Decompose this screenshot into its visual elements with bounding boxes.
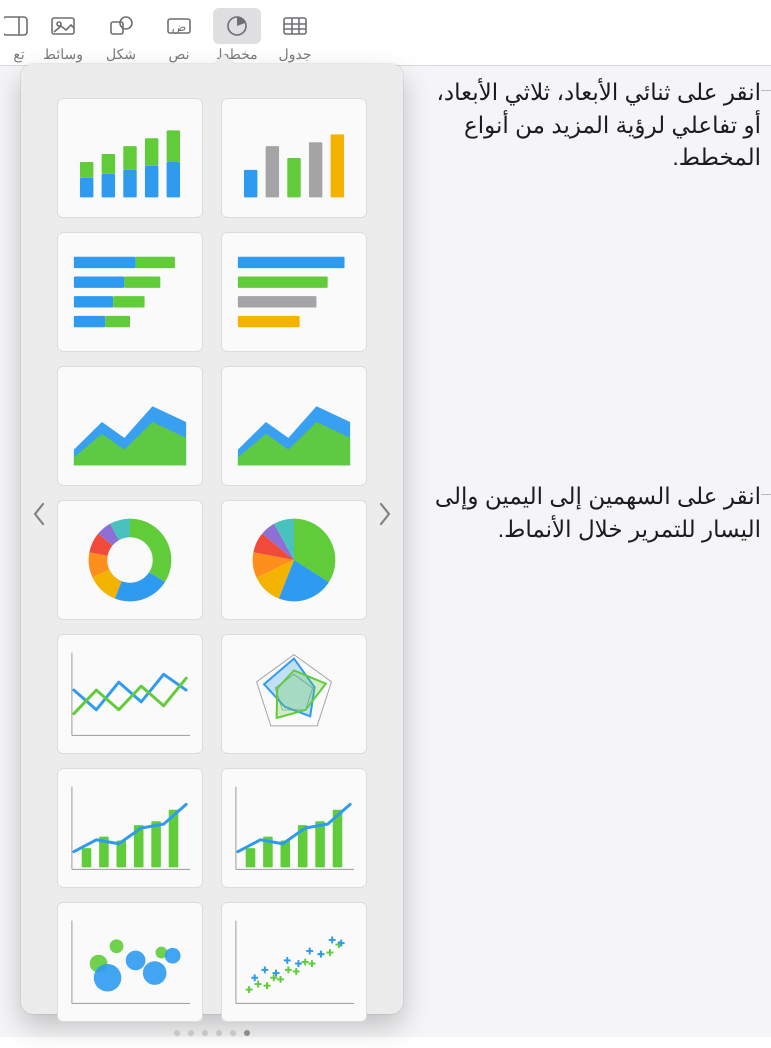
chart-combo-alt[interactable] <box>57 768 203 888</box>
chart-bar-horizontal[interactable] <box>221 232 367 352</box>
toolbar-label: جدول <box>279 46 312 63</box>
callout-tabs: انقر على ثنائي الأبعاد، ثلاثي الأبعاد، أ… <box>431 76 761 174</box>
chart-bubble[interactable] <box>57 902 203 1022</box>
chart-scatter[interactable] <box>221 902 367 1022</box>
chart-donut[interactable] <box>57 500 203 620</box>
pager-dot[interactable] <box>244 1030 250 1036</box>
toolbar-label: وسائط <box>43 46 83 63</box>
toolbar: تعوسائطشكلضنصمخططجدول <box>0 0 771 66</box>
pie-icon <box>213 8 261 44</box>
callout-line <box>761 90 771 91</box>
image-icon <box>39 8 87 44</box>
chart-popover: ثنائي الأبعادثلاثي الأبعادتفاعلي <box>21 64 403 1014</box>
chart-line[interactable] <box>57 634 203 754</box>
callout-text: انقر على السهمين إلى اليمين وإلى اليسار … <box>435 483 761 542</box>
chart-radar[interactable] <box>221 634 367 754</box>
callout-line <box>761 494 771 495</box>
toolbar-label: نص <box>168 46 189 63</box>
chart-bar-stacked-vertical[interactable] <box>57 98 203 218</box>
gallery-prev-arrow[interactable] <box>25 492 53 536</box>
table-icon <box>271 8 319 44</box>
chart-gallery <box>21 92 403 1022</box>
table-button[interactable]: جدول <box>266 8 324 63</box>
chart-grid <box>57 98 367 1022</box>
text-button[interactable]: ض نص <box>150 8 208 63</box>
chart-bar-vertical[interactable] <box>221 98 367 218</box>
pager <box>21 1022 403 1048</box>
textbox-icon: ض <box>155 8 203 44</box>
chart-area-stacked[interactable] <box>57 366 203 486</box>
pager-dot[interactable] <box>202 1030 208 1036</box>
svg-text:ض: ض <box>172 20 187 34</box>
pager-dot[interactable] <box>188 1030 194 1036</box>
media-button[interactable]: وسائط <box>34 8 92 63</box>
chart-combo[interactable] <box>221 768 367 888</box>
panel-icon <box>4 8 34 44</box>
callout-arrows: انقر على السهمين إلى اليمين وإلى اليسار … <box>431 480 761 545</box>
pager-dot[interactable] <box>230 1030 236 1036</box>
pager-dot[interactable] <box>174 1030 180 1036</box>
chart-bar-horizontal-stacked[interactable] <box>57 232 203 352</box>
shape-button[interactable]: شكل <box>92 8 150 63</box>
toolbar-label: تع <box>13 46 24 63</box>
gallery-next-arrow[interactable] <box>371 492 399 536</box>
shapes-icon <box>97 8 145 44</box>
chart-area[interactable] <box>221 366 367 486</box>
chart-pie[interactable] <box>221 500 367 620</box>
toolbar-label: شكل <box>106 46 136 63</box>
callout-text: انقر على ثنائي الأبعاد، ثلاثي الأبعاد، أ… <box>436 79 761 170</box>
view-partial[interactable]: تع <box>4 8 34 63</box>
pager-dot[interactable] <box>216 1030 222 1036</box>
